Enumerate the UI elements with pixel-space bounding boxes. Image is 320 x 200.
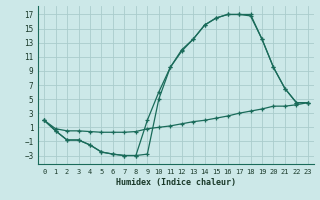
X-axis label: Humidex (Indice chaleur): Humidex (Indice chaleur) [116,178,236,187]
